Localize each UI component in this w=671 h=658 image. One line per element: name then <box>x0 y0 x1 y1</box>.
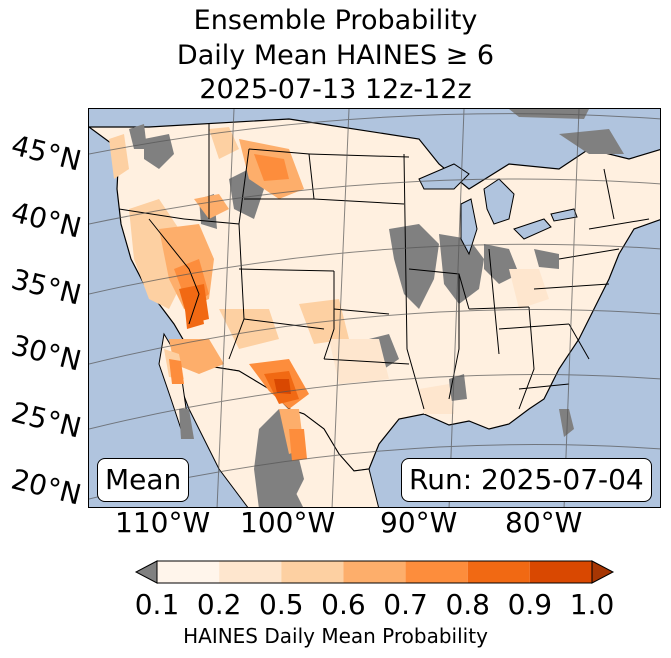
map-canvas <box>89 109 660 507</box>
colorbar-tick-label: 0.8 <box>445 588 490 621</box>
state-boundaries <box>118 124 650 410</box>
title-line-3: 2025-07-13 12z-12z <box>199 74 472 105</box>
land-mass <box>89 118 660 472</box>
graticule <box>89 109 660 507</box>
title-line-1: Ensemble Probability <box>193 5 478 36</box>
colorbar-tick-label: 0.7 <box>383 588 428 621</box>
colorbar-tick-label: 0.9 <box>507 588 553 621</box>
title-line-2: Daily Mean HAINES ≥ 6 <box>176 40 495 71</box>
colorbar-cell <box>157 561 220 583</box>
run-label-box: Run: 2025-07-04 <box>401 458 652 502</box>
colorbar-tick-label: 0.2 <box>196 588 242 621</box>
colorbar-cell <box>219 561 282 583</box>
missing-data-areas <box>129 109 624 507</box>
colorbar-cell <box>529 561 592 583</box>
mean-label-box: Mean <box>97 458 190 502</box>
colorbar-over-arrow <box>591 560 615 584</box>
colorbar-cell <box>405 561 468 583</box>
colorbar-tick-label: 1.0 <box>569 588 615 621</box>
colorbar-label: HAINES Daily Mean Probability <box>183 624 488 648</box>
lon-label-100: 100°W <box>240 506 336 539</box>
colorbar-tick-label: 0.6 <box>321 588 366 621</box>
colorbar-outline <box>156 560 593 584</box>
colorbar-tick-label: 0.5 <box>259 588 304 621</box>
map-panel <box>88 108 661 508</box>
colorbar-cell <box>467 561 530 583</box>
great-lakes <box>418 163 578 256</box>
colorbar-cell <box>281 561 344 583</box>
lon-label-80: 80°W <box>505 506 583 539</box>
colorbar-cell <box>343 561 406 583</box>
lon-label-90: 90°W <box>380 506 458 539</box>
lon-label-110: 110°W <box>115 506 211 539</box>
colorbar-under-arrow <box>134 560 158 584</box>
colorbar-tick-label: 0.1 <box>134 588 180 621</box>
colorbar-cells <box>157 561 592 583</box>
